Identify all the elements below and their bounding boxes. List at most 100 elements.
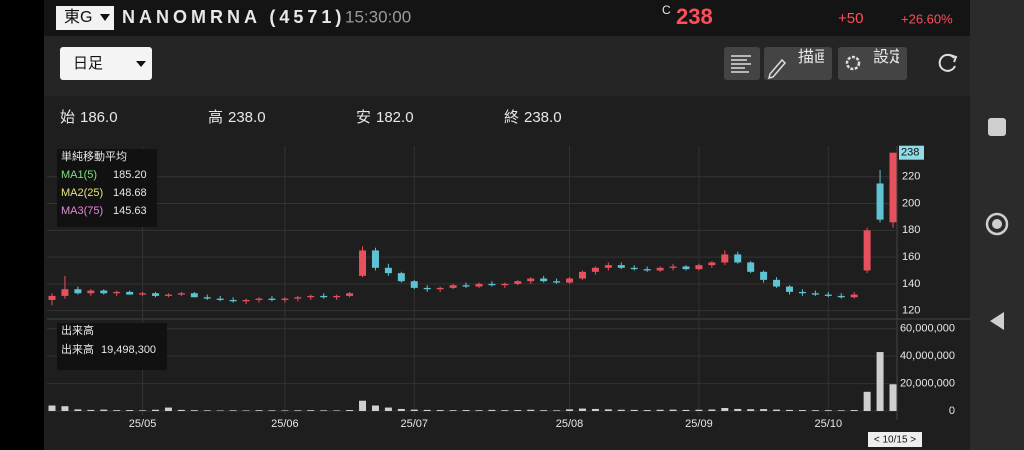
candle-body xyxy=(475,283,483,287)
candle-body xyxy=(436,287,444,290)
candle-body xyxy=(307,295,315,298)
refresh-icon[interactable] xyxy=(938,53,956,72)
candle-body xyxy=(281,298,289,300)
volume-bar xyxy=(216,410,224,411)
x-tick-label: 25/09 xyxy=(685,418,713,430)
nav-recent[interactable] xyxy=(988,118,1006,136)
volume-bar xyxy=(617,409,625,411)
volume-bar xyxy=(462,410,470,411)
volume-bar xyxy=(177,409,185,411)
volume-bar xyxy=(229,410,237,411)
volume-bar xyxy=(320,410,328,411)
change: +50 xyxy=(838,10,863,27)
volume-bar xyxy=(824,410,832,411)
time: 15:30:00 xyxy=(345,7,411,26)
y-tick-label: 180 xyxy=(902,224,920,236)
candle-body xyxy=(734,254,742,263)
volume-legend-name: 出来高 xyxy=(61,342,94,356)
candle-body xyxy=(785,286,793,292)
volume-bar xyxy=(87,409,95,411)
candle-body xyxy=(488,283,496,286)
chart-area xyxy=(44,96,970,450)
volume-bar xyxy=(307,410,315,411)
settings-button[interactable] xyxy=(838,47,907,80)
volume-bar xyxy=(811,410,819,411)
candle-body xyxy=(371,250,379,268)
x-tick-label: 25/05 xyxy=(129,418,157,430)
volume-bar xyxy=(333,410,341,411)
candle-body xyxy=(501,283,509,286)
candle-body xyxy=(190,293,198,298)
candle-body xyxy=(773,279,781,287)
settings-clip: 設定 xyxy=(873,48,899,66)
volume-bar xyxy=(708,409,716,411)
candle-body xyxy=(229,299,237,302)
candle-body xyxy=(87,290,95,294)
volume-bar xyxy=(682,409,690,411)
candle-body xyxy=(540,278,548,282)
stock-name: NANOMRNA (4571) xyxy=(122,7,345,27)
draw-clip: 描画 xyxy=(798,48,824,66)
volume-tick-label: 20,000,000 xyxy=(900,377,955,389)
volume-bar xyxy=(397,408,405,411)
candle-body xyxy=(708,262,716,266)
ohlc-value: 238.0 xyxy=(228,109,266,126)
candle-body xyxy=(346,293,354,296)
candle-body xyxy=(333,295,341,298)
volume-legend-value: 19,498,300 xyxy=(101,344,156,356)
candle-body xyxy=(242,299,250,302)
nav-back[interactable] xyxy=(990,312,1004,330)
list-icon xyxy=(731,55,751,73)
y-tick-label: 160 xyxy=(902,251,920,263)
volume-bar xyxy=(785,409,793,411)
candle-body xyxy=(824,294,832,296)
volume-bar xyxy=(436,410,444,411)
candle-body xyxy=(423,287,431,290)
candle-body xyxy=(514,281,522,284)
candle-body xyxy=(462,285,470,287)
candle-body xyxy=(850,294,858,298)
candle-body xyxy=(798,291,806,294)
last-price-tag xyxy=(899,145,924,160)
candle-body xyxy=(591,267,599,272)
ohlc-label: 終 xyxy=(504,109,519,126)
candle-body xyxy=(152,293,160,296)
volume-bar xyxy=(359,400,367,411)
volume-bar xyxy=(876,352,884,411)
dropdown-arrow xyxy=(100,14,110,21)
volume-bar xyxy=(268,410,276,411)
draw-button[interactable] xyxy=(764,47,832,80)
volume-bar xyxy=(773,409,781,411)
candle-body xyxy=(837,295,845,298)
volume-bar xyxy=(139,410,147,411)
volume-bar xyxy=(255,410,263,411)
candle-body xyxy=(384,267,392,274)
price: 238 xyxy=(676,4,713,29)
volume-bar xyxy=(346,410,354,411)
candle-body xyxy=(630,267,638,270)
candle-body xyxy=(126,291,134,295)
candle-body xyxy=(643,269,651,271)
price-flag: C xyxy=(662,3,671,17)
candle-body xyxy=(553,281,561,283)
nav-home-dot xyxy=(992,219,1002,229)
period-select[interactable] xyxy=(60,47,152,80)
x-tick-label: 25/10 xyxy=(815,418,843,430)
volume-bar xyxy=(837,410,845,411)
nav-home[interactable] xyxy=(985,212,1009,236)
exchange: 東G xyxy=(64,8,92,26)
volume-bar xyxy=(371,405,379,411)
volume-bar xyxy=(798,410,806,411)
y-tick-label: 140 xyxy=(902,278,920,290)
volume-bar xyxy=(410,409,418,411)
candle-body xyxy=(449,285,457,288)
candle-body xyxy=(100,290,108,294)
volume-bar xyxy=(760,409,768,411)
ohlc-label: 始 xyxy=(60,109,75,126)
ma-legend-value: 145.63 xyxy=(113,205,147,217)
volume-bar xyxy=(604,409,612,411)
candle-body xyxy=(48,295,56,300)
volume-bar xyxy=(203,410,211,411)
volume-bar xyxy=(747,409,755,411)
volume-bar xyxy=(527,409,535,411)
